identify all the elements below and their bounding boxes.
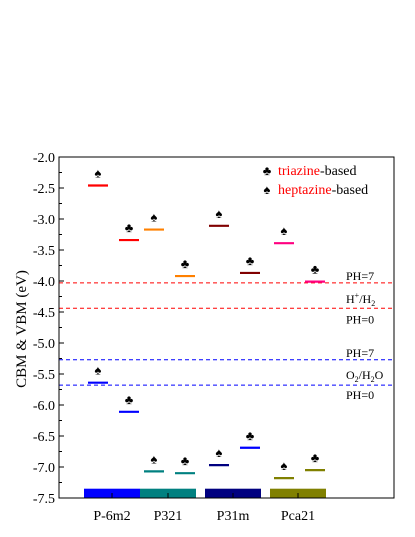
y-tick-label: -2.0 bbox=[33, 151, 55, 166]
y-tick-label: -7.5 bbox=[33, 492, 55, 507]
vbm-symbol: ♠ bbox=[95, 363, 102, 378]
y-tick-label: -4.5 bbox=[33, 306, 55, 321]
legend-symbol: ♣ bbox=[263, 163, 272, 178]
x-axis: P-6m2 P321 P31m Pca21 bbox=[93, 493, 315, 524]
y-tick-label: -5.0 bbox=[33, 337, 55, 352]
vbm-symbol: ♠ bbox=[216, 445, 223, 460]
cbm-symbol: ♠ bbox=[95, 166, 102, 181]
cbm-symbol: ♣ bbox=[246, 253, 255, 268]
cbm-symbol: ♣ bbox=[181, 256, 190, 271]
cbm-symbol: ♠ bbox=[281, 223, 288, 238]
x-tick-label: P31m bbox=[217, 509, 250, 524]
vbm-symbol: ♠ bbox=[281, 458, 288, 473]
legend-symbol: ♠ bbox=[264, 182, 271, 197]
base-bars bbox=[84, 488, 326, 498]
potential-label: PH=7 bbox=[346, 346, 374, 360]
y-tick-label: -4.0 bbox=[33, 275, 55, 290]
cbm-symbol: ♠ bbox=[151, 210, 158, 225]
legend-label: heptazine-based bbox=[278, 183, 368, 198]
legend: ♣ triazine-based ♠ heptazine-based bbox=[263, 163, 368, 198]
cbm-symbol: ♣ bbox=[125, 220, 134, 235]
potential-label: PH=0 bbox=[346, 388, 374, 402]
reference-lines bbox=[59, 282, 394, 386]
energy-levels: ♠ ♠ ♣ ♣ ♠ ♠ ♣ ♣ ♠ ♠ ♣ ♣ ♠ ♠ ♣ ♣ bbox=[88, 166, 325, 480]
vbm-symbol: ♣ bbox=[125, 392, 134, 407]
potential-label: PH=0 bbox=[346, 312, 374, 326]
potential-label: PH=7 bbox=[346, 269, 374, 283]
x-tick-label: P-6m2 bbox=[93, 509, 130, 524]
y-tick-label: -3.5 bbox=[33, 244, 55, 259]
y-tick-label: -7.0 bbox=[33, 461, 55, 476]
legend-label: triazine-based bbox=[278, 164, 357, 179]
potential-label: O2/H2O bbox=[346, 368, 384, 384]
y-tick-label: -3.0 bbox=[33, 213, 55, 228]
x-tick-label: P321 bbox=[154, 509, 183, 524]
cbm-symbol: ♠ bbox=[216, 206, 223, 221]
y-axis: -2.0 -2.5 -3.0 -3.5 -4.0 -4.5 -5.0 -5.5 -6.0 -6.5… bbox=[33, 151, 64, 507]
y-tick-label: -2.5 bbox=[33, 182, 55, 197]
potential-annotations: PH=7 H+/H2 PH=0 PH=7 O2/H2O PH=0 bbox=[346, 269, 384, 402]
x-tick-label: Pca21 bbox=[281, 509, 315, 524]
vbm-symbol: ♠ bbox=[151, 451, 158, 466]
vbm-symbol: ♣ bbox=[181, 453, 190, 468]
y-axis-label: CBM & VBM (eV) bbox=[14, 270, 30, 388]
potential-label: H+/H2 bbox=[346, 291, 375, 308]
y-tick-label: -6.5 bbox=[33, 430, 55, 445]
plot-border bbox=[58, 156, 395, 499]
cbm-symbol: ♣ bbox=[311, 262, 320, 277]
vbm-symbol: ♣ bbox=[311, 450, 320, 465]
y-tick-label: -5.5 bbox=[33, 368, 55, 383]
y-tick-label: -6.0 bbox=[33, 399, 55, 414]
vbm-symbol: ♣ bbox=[246, 428, 255, 443]
plot-frame bbox=[58, 156, 395, 499]
